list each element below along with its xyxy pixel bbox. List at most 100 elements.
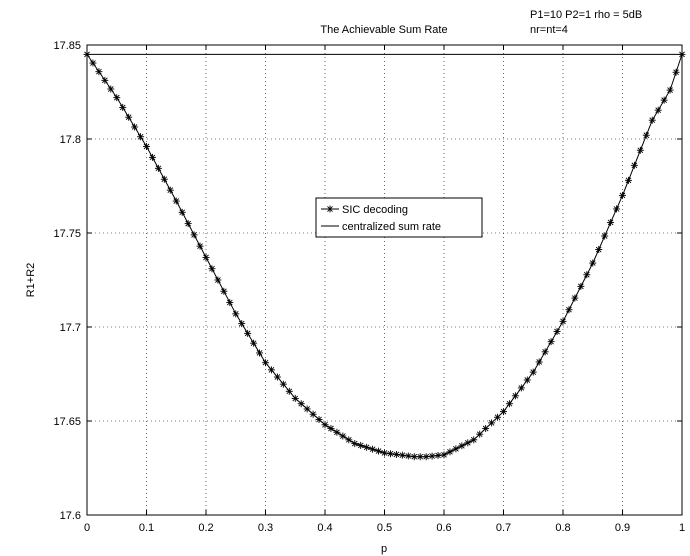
- sic-decoding-point: [470, 436, 478, 444]
- asterisk-stroke: [244, 330, 251, 337]
- sic-decoding-point: [619, 191, 626, 199]
- asterisk-stroke: [173, 198, 180, 204]
- sic-decoding-point: [410, 453, 418, 461]
- asterisk-stroke: [131, 124, 138, 130]
- sic-decoding-point: [148, 153, 156, 161]
- asterisk-stroke: [518, 385, 525, 391]
- asterisk-stroke: [149, 154, 156, 161]
- asterisk-stroke: [607, 219, 614, 226]
- sic-decoding-point: [333, 428, 341, 436]
- legend-box: [315, 197, 483, 238]
- x-tick-label: 0.6: [436, 522, 451, 534]
- asterisk-stroke: [113, 94, 120, 101]
- legend-asterisk-marker: [321, 205, 339, 213]
- asterisk-stroke: [125, 114, 132, 121]
- asterisk-stroke: [102, 77, 108, 84]
- asterisk-stroke: [185, 220, 191, 227]
- sic-decoding-point: [446, 448, 454, 456]
- asterisk-stroke: [316, 416, 322, 423]
- asterisk-stroke: [453, 445, 459, 452]
- asterisk-stroke: [351, 440, 358, 447]
- sic-decoding-point: [500, 408, 507, 416]
- sic-decoding-point: [666, 86, 674, 94]
- asterisk-stroke: [423, 453, 429, 460]
- y-tick-label: 17.7: [60, 322, 81, 334]
- legend-label-centralized-sum-rate: centralized sum rate: [342, 221, 441, 233]
- asterisk-stroke: [560, 318, 566, 325]
- sic-decoding-point: [232, 310, 240, 318]
- sic-decoding-point: [648, 116, 656, 124]
- asterisk-stroke: [250, 340, 257, 347]
- asterisk-stroke: [179, 209, 186, 216]
- asterisk-stroke: [232, 311, 239, 317]
- sic-decoding-point: [577, 282, 585, 290]
- asterisk-stroke: [583, 271, 590, 278]
- asterisk-stroke: [119, 104, 126, 111]
- x-tick-label: 0.3: [258, 522, 273, 534]
- asterisk-stroke: [209, 265, 215, 272]
- x-tick-label: 1: [679, 522, 685, 534]
- asterisk-stroke: [345, 436, 352, 443]
- asterisk-stroke: [399, 452, 406, 459]
- plot-axes-box: [86, 44, 683, 516]
- asterisk-stroke: [167, 187, 174, 193]
- sic-decoding-point: [541, 348, 549, 356]
- sic-decoding-point: [565, 306, 573, 314]
- sic-decoding-point: [630, 161, 638, 169]
- sic-decoding-point: [160, 175, 168, 183]
- asterisk-stroke: [470, 436, 477, 443]
- sic-decoding-point: [184, 220, 192, 228]
- sic-decoding-point: [553, 328, 561, 336]
- sic-decoding-point: [166, 186, 174, 194]
- sic-decoding-point: [434, 451, 442, 459]
- asterisk-stroke: [137, 133, 144, 140]
- asterisk-stroke: [613, 206, 620, 212]
- asterisk-stroke: [661, 97, 667, 103]
- asterisk-stroke: [96, 68, 102, 75]
- asterisk-stroke: [286, 388, 293, 395]
- asterisk-stroke: [429, 453, 435, 459]
- sic-decoding-point: [125, 113, 133, 121]
- sic-decoding-point: [309, 410, 317, 418]
- y-tick-label: 17.8: [60, 134, 81, 146]
- sic-decoding-point: [321, 421, 329, 429]
- x-tick-label: 0: [84, 522, 90, 534]
- y-tick-label: 17.85: [53, 40, 81, 52]
- sic-decoding-point: [428, 452, 436, 460]
- series-layer: [83, 50, 686, 461]
- tick-layer: 0 0.1 0.2 0.3 0.4 0.5 0.6 0.7 0.8 0.9 1 17.6 17.65 17…: [53, 40, 685, 534]
- asterisk-stroke: [357, 442, 364, 449]
- sic-decoding-point: [547, 338, 555, 346]
- asterisk-stroke: [524, 377, 531, 383]
- sic-decoding-point: [226, 299, 234, 307]
- sic-decoding-point: [535, 358, 543, 366]
- parameter-annotation-line-1: P1=10 P2=1 rho = 5dB: [530, 9, 642, 21]
- asterisk-stroke: [459, 442, 465, 449]
- asterisk-stroke: [500, 408, 507, 415]
- asterisk-stroke: [625, 177, 632, 184]
- asterisk-stroke: [328, 425, 334, 432]
- asterisk-stroke: [215, 277, 221, 283]
- asterisk-stroke: [381, 450, 388, 456]
- sic-decoding-point: [375, 447, 383, 455]
- asterisk-stroke: [268, 367, 275, 373]
- sic-decoding-point: [660, 96, 668, 104]
- sic-decoding-point: [107, 85, 115, 93]
- asterisk-stroke: [161, 176, 168, 183]
- asterisk-stroke: [572, 295, 578, 301]
- sic-decoding-point: [262, 359, 269, 367]
- asterisk-stroke: [506, 400, 513, 407]
- chart-title: The Achievable Sum Rate: [320, 24, 447, 36]
- sic-decoding-point: [601, 232, 609, 240]
- asterisk-stroke: [476, 431, 483, 437]
- asterisk-stroke: [322, 421, 328, 428]
- asterisk-stroke: [637, 147, 644, 154]
- sic-decoding-point: [327, 425, 335, 433]
- asterisk-stroke: [441, 452, 447, 458]
- asterisk-stroke: [411, 453, 418, 460]
- asterisk-stroke: [393, 451, 400, 458]
- sic-decoding-point: [89, 59, 97, 67]
- sic-decoding-point: [363, 443, 371, 451]
- asterisk-stroke: [619, 192, 626, 199]
- sic-decoding-point: [273, 373, 281, 381]
